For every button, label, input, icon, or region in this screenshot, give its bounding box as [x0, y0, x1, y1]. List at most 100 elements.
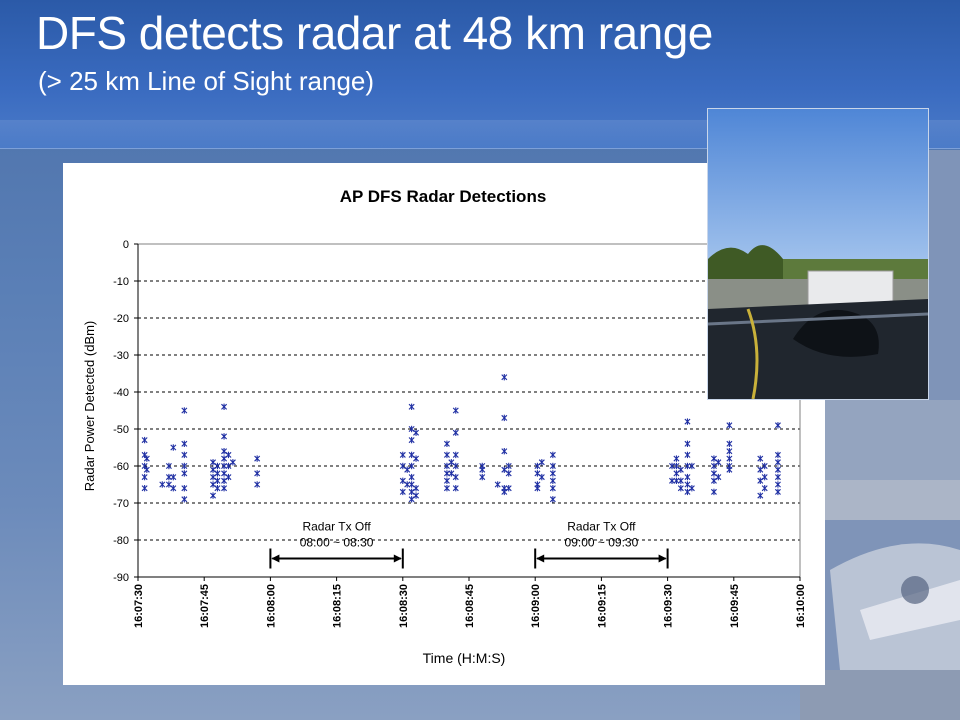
annotation-label-top: Radar Tx Off: [302, 520, 371, 534]
data-point: [688, 462, 695, 470]
data-point: [774, 451, 781, 459]
data-point: [677, 477, 684, 484]
antenna-photo: [707, 108, 929, 400]
x-tick-label: 16:09:00: [530, 584, 542, 628]
data-point: [684, 488, 691, 496]
data-point: [221, 455, 228, 462]
data-point: [677, 466, 684, 473]
data-point: [774, 459, 781, 466]
data-point: [494, 481, 501, 488]
data-point: [774, 488, 781, 496]
data-point: [214, 485, 221, 492]
y-tick-label: -90: [113, 572, 129, 584]
y-tick-label: -60: [113, 461, 129, 473]
data-point: [221, 462, 228, 470]
data-point: [757, 492, 764, 499]
data-point: [452, 473, 459, 481]
y-tick-label: 0: [123, 239, 129, 251]
data-point: [181, 496, 188, 503]
data-point: [181, 440, 188, 447]
data-point: [210, 466, 217, 473]
data-point: [221, 403, 228, 410]
data-point: [684, 440, 691, 447]
y-tick-labels: 0 -10 -20 -30 -40 -50 -60 -70 -80 -90: [113, 239, 129, 584]
data-point: [399, 451, 406, 459]
y-tick-label: -30: [113, 350, 129, 362]
data-point: [254, 455, 261, 462]
data-point: [443, 477, 450, 484]
data-point: [210, 459, 217, 466]
x-tick-label: 16:09:15: [596, 584, 608, 628]
data-point: [181, 407, 188, 414]
data-point: [170, 444, 177, 451]
data-point: [761, 462, 768, 470]
data-point: [443, 470, 450, 477]
data-point: [501, 374, 508, 381]
y-tick-label: -40: [113, 387, 129, 399]
annotation-label-bottom: 09:00 ~ 09:30: [565, 536, 639, 550]
data-point: [452, 429, 459, 436]
data-point: [408, 462, 415, 470]
data-point: [225, 473, 232, 481]
x-axis-label: Time (H:M:S): [423, 650, 506, 666]
data-point: [710, 455, 717, 462]
y-tick-label: -10: [113, 276, 129, 288]
data-point: [165, 481, 172, 488]
data-point: [673, 477, 680, 484]
annotation-label-bottom: 08:00 ~ 08:30: [300, 536, 374, 550]
data-point: [399, 488, 406, 496]
x-tick-label: 16:08:00: [265, 584, 277, 628]
data-point: [501, 414, 508, 422]
radar-detections-chart: AP DFS Radar Detections Radar Power Dete…: [82, 187, 807, 666]
data-point: [408, 403, 415, 410]
data-point: [534, 470, 541, 477]
data-point: [143, 466, 150, 473]
data-point: [452, 462, 459, 470]
annotation-arrowhead-right: [658, 554, 667, 563]
data-point: [534, 485, 541, 492]
slide-subtitle: (> 25 km Line of Sight range): [38, 66, 375, 96]
data-point: [399, 477, 406, 484]
data-point: [774, 422, 781, 429]
data-point: [761, 473, 768, 481]
y-tick-label: -20: [113, 313, 129, 325]
data-point: [757, 466, 764, 473]
data-point: [448, 470, 455, 477]
data-point: [404, 481, 411, 488]
data-point: [726, 448, 733, 455]
data-point: [413, 492, 420, 499]
data-point: [181, 451, 188, 459]
data-point: [408, 451, 415, 459]
x-tick-label: 16:08:45: [464, 584, 476, 628]
chart-title: AP DFS Radar Detections: [340, 187, 547, 206]
x-tick-label: 16:09:30: [663, 584, 675, 628]
data-point: [673, 455, 680, 462]
data-point: [214, 477, 221, 484]
data-point: [669, 462, 676, 470]
photo-icon: [708, 109, 928, 399]
data-point: [549, 485, 556, 492]
data-point: [501, 466, 508, 473]
data-point: [443, 440, 450, 447]
data-point: [143, 455, 150, 462]
data-point: [549, 470, 556, 477]
data-point: [501, 488, 508, 496]
data-point: [684, 462, 691, 470]
data-point: [774, 481, 781, 488]
x-tick-label: 16:07:30: [133, 584, 145, 628]
annotation-arrowhead-left: [536, 554, 545, 563]
data-point: [757, 455, 764, 462]
data-point: [710, 470, 717, 477]
data-point: [221, 477, 228, 484]
data-point: [413, 455, 420, 462]
data-point: [210, 481, 217, 488]
data-point: [221, 470, 228, 477]
data-point: [726, 455, 733, 462]
data-point: [549, 462, 556, 470]
data-point: [715, 473, 722, 481]
data-point: [404, 466, 411, 473]
data-point: [715, 459, 722, 466]
x-tick-label: 16:08:30: [398, 584, 410, 628]
data-point: [181, 470, 188, 477]
data-point: [210, 473, 217, 481]
